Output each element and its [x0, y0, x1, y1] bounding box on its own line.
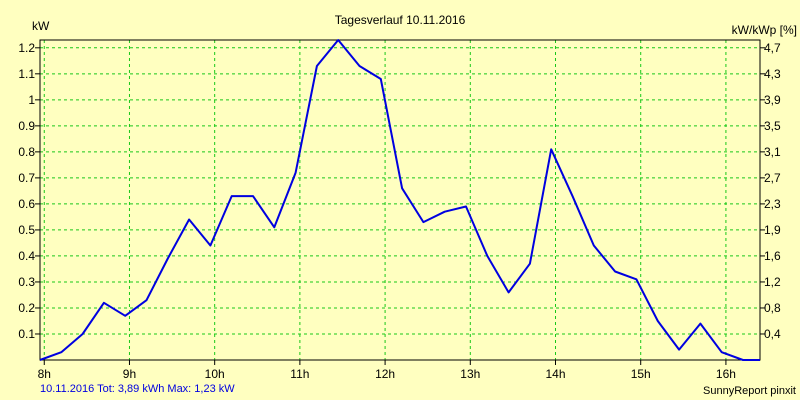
- y-tick-label: 0.8: [18, 145, 35, 159]
- y-tick-label: 1.1: [18, 67, 35, 81]
- y2-tick-label: 3,1: [764, 145, 781, 159]
- y-tick-label: 0.9: [18, 119, 35, 133]
- y2-tick-label: 1,2: [764, 275, 781, 289]
- chart-title: Tagesverlauf 10.11.2016: [335, 13, 466, 27]
- y2-tick-label: 3,9: [764, 93, 781, 107]
- y-tick-label: 0.1: [18, 327, 35, 341]
- y-tick-label: 0.2: [18, 301, 35, 315]
- x-tick-label: 14h: [545, 367, 565, 381]
- plot-frame: [39, 39, 761, 361]
- grid: [40, 40, 760, 360]
- x-tick-label: 15h: [631, 367, 651, 381]
- footer-summary: 10.11.2016 Tot: 3,89 kWh Max: 1,23 kW: [40, 383, 235, 395]
- y-tick-label: 0.4: [18, 249, 35, 263]
- x-tick-label: 8h: [38, 367, 51, 381]
- y2-tick-label: 0,8: [764, 301, 781, 315]
- y-axis-label: kW: [32, 19, 50, 33]
- series-line-power: [39, 39, 760, 361]
- y2-tick-label: 1,9: [764, 223, 781, 237]
- y2-tick-label: 2,3: [764, 197, 781, 211]
- y2-tick-label: 1,6: [764, 249, 781, 263]
- y-tick-label: 1: [28, 93, 35, 107]
- x-tick-label: 16h: [716, 367, 736, 381]
- y-tick-label: 0.3: [18, 275, 35, 289]
- y2-tick-label: 4,3: [764, 67, 781, 81]
- axis-ticks: 8h 9h 10h 11h 12h 13h 14h 15h 16h 0.1 0,4 0.2 0,8 0.3…: [18, 41, 781, 381]
- y2-tick-label: 0,4: [764, 327, 781, 341]
- y-tick-label: 0.7: [18, 171, 35, 185]
- y2-tick-label: 2,7: [764, 171, 781, 185]
- x-tick-label: 9h: [123, 367, 136, 381]
- y2-tick-label: 3,5: [764, 119, 781, 133]
- x-tick-label: 11h: [290, 367, 309, 381]
- x-tick-label: 13h: [460, 367, 480, 381]
- y2-axis-label: kW/kWp [%]: [732, 23, 797, 37]
- x-tick-label: 10h: [205, 367, 225, 381]
- footer-credit: SunnyReport pinxit: [703, 385, 796, 397]
- y-tick-label: 0.6: [18, 197, 35, 211]
- y2-tick-label: 4,7: [764, 41, 781, 55]
- y-tick-label: 1.2: [18, 41, 35, 55]
- x-tick-label: 12h: [375, 367, 395, 381]
- y-tick-label: 0.5: [18, 223, 35, 237]
